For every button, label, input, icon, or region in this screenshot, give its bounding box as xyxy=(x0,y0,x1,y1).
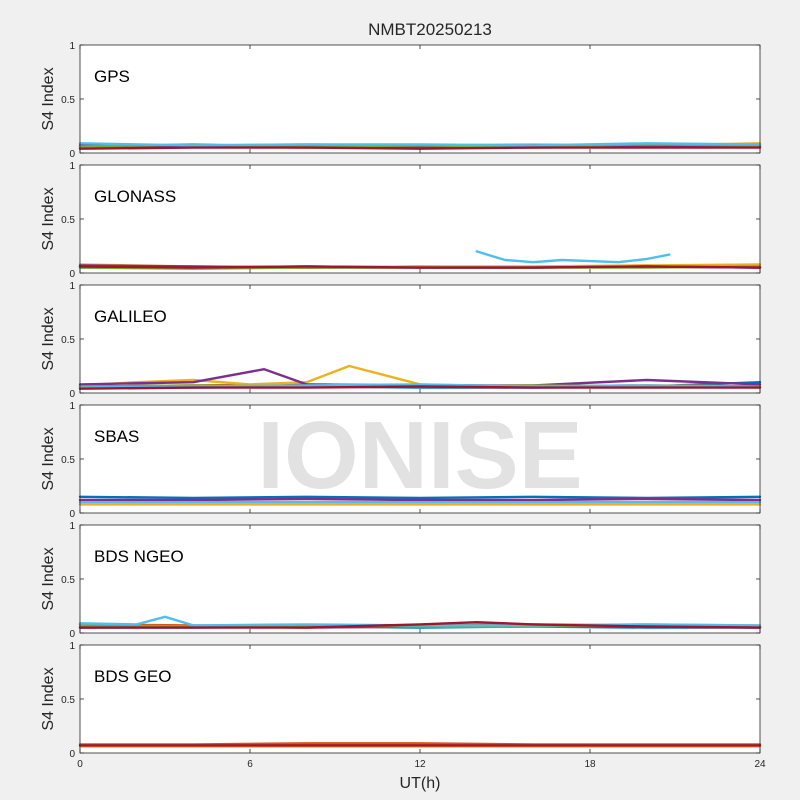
panel-6: 0 0.5 1 0 6 12 18 24 BDS GEO S4 Index xyxy=(40,641,766,770)
y-tick-label: 0.5 xyxy=(61,575,75,586)
x-tick-label: 0 xyxy=(77,759,83,770)
x-tick-label: 6 xyxy=(247,759,253,770)
y-tick-label: 0 xyxy=(69,509,75,520)
panel-2: 0 0.5 1 GLONASS S4 Index xyxy=(40,161,762,280)
panel-label: GLONASS xyxy=(94,187,176,206)
y-tick-label: 0.5 xyxy=(61,95,75,106)
series-line xyxy=(78,385,762,390)
y-axis-label: S4 Index xyxy=(40,667,57,730)
series-line xyxy=(78,497,762,502)
y-tick-label: 1 xyxy=(69,521,75,532)
axes-background xyxy=(80,165,760,273)
x-axis-label: UT(h) xyxy=(400,775,441,792)
y-axis-label: S4 Index xyxy=(40,67,57,130)
watermark: IONISE xyxy=(257,402,582,509)
y-axis-label: S4 Index xyxy=(40,547,57,610)
series-line xyxy=(78,146,762,150)
panel-label: SBAS xyxy=(94,427,139,446)
x-tick-label: 24 xyxy=(754,759,766,770)
panels: 0 0.5 1 GPS S4 Index 0 0.5 1 GLONASS S4 Index 0 0.5… xyxy=(40,41,766,770)
series-line xyxy=(78,265,762,269)
y-axis-label: S4 Index xyxy=(40,427,57,490)
panel-4: 0 0.5 1 SBAS S4 Index xyxy=(40,401,762,520)
panel-label: GPS xyxy=(94,67,130,86)
y-tick-label: 1 xyxy=(69,641,75,652)
y-tick-label: 0 xyxy=(69,269,75,280)
y-tick-label: 0.5 xyxy=(61,215,75,226)
panel-5: 0 0.5 1 BDS NGEO S4 Index xyxy=(40,521,762,640)
y-tick-label: 0 xyxy=(69,629,75,640)
panel-label: BDS GEO xyxy=(94,667,171,686)
y-tick-label: 0 xyxy=(69,389,75,400)
figure-title: NMBT20250213 xyxy=(368,20,492,39)
panel-1: 0 0.5 1 GPS S4 Index xyxy=(40,41,762,160)
x-tick-label: 12 xyxy=(414,759,426,770)
panel-3: 0 0.5 1 GALILEO S4 Index xyxy=(40,281,762,400)
y-tick-label: 0 xyxy=(69,149,75,160)
panel-label: GALILEO xyxy=(94,307,167,326)
y-axis-label: S4 Index xyxy=(40,187,57,250)
y-axis-label: S4 Index xyxy=(40,307,57,370)
y-tick-label: 0.5 xyxy=(61,695,75,706)
axes-background xyxy=(80,525,760,633)
axes-background xyxy=(80,405,760,513)
series-line xyxy=(78,142,762,147)
axes-background xyxy=(80,285,760,393)
y-tick-label: 0 xyxy=(69,749,75,760)
axes-background xyxy=(80,45,760,153)
axes-background xyxy=(80,645,760,753)
x-tick-label: 18 xyxy=(584,759,596,770)
series-line xyxy=(475,250,671,264)
series-line xyxy=(78,621,762,629)
y-tick-label: 0.5 xyxy=(61,455,75,466)
panel-label: BDS NGEO xyxy=(94,547,184,566)
y-tick-label: 1 xyxy=(69,401,75,412)
y-tick-label: 1 xyxy=(69,41,75,52)
y-tick-label: 0.5 xyxy=(61,335,75,346)
y-tick-label: 1 xyxy=(69,161,75,172)
y-tick-label: 1 xyxy=(69,281,75,292)
